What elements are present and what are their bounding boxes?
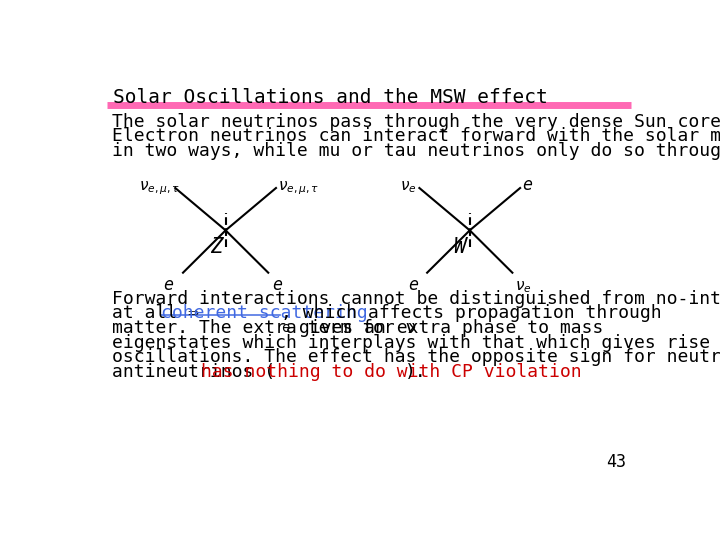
- Text: , which affects propagation through: , which affects propagation through: [282, 304, 662, 322]
- Text: in two ways, while mu or tau neutrinos only do so through NC.: in two ways, while mu or tau neutrinos o…: [112, 142, 720, 160]
- Text: Electron neutrinos can interact forward with the solar matter: Electron neutrinos can interact forward …: [112, 127, 720, 145]
- Text: has nothing to do with CP violation: has nothing to do with CP violation: [201, 363, 582, 381]
- Text: Z: Z: [210, 237, 222, 256]
- Text: matter. The extra term for ν: matter. The extra term for ν: [112, 319, 416, 337]
- Text: e: e: [523, 176, 533, 194]
- Text: ).: ).: [405, 363, 426, 381]
- Text: Forward interactions cannot be distinguished from no-interaction: Forward interactions cannot be distingui…: [112, 289, 720, 308]
- Text: antineutrinos (: antineutrinos (: [112, 363, 275, 381]
- Text: Solar Oscillations and the MSW effect: Solar Oscillations and the MSW effect: [113, 88, 548, 107]
- Text: $\nu_{e,\mu,\tau}$: $\nu_{e,\mu,\tau}$: [139, 179, 180, 197]
- Text: $\nu_{e}$: $\nu_{e}$: [515, 279, 531, 295]
- Text: e: e: [272, 276, 282, 294]
- Text: e: e: [163, 276, 174, 294]
- Text: oscillations. The effect has the opposite sign for neutrinos and: oscillations. The effect has the opposit…: [112, 348, 720, 366]
- Text: 43: 43: [606, 454, 626, 471]
- Text: W: W: [453, 237, 465, 256]
- Text: gives an extra phase to mass: gives an extra phase to mass: [289, 319, 604, 337]
- Text: $\nu_{e,\mu,\tau}$: $\nu_{e,\mu,\tau}$: [279, 179, 320, 197]
- Text: The solar neutrinos pass through the very dense Sun core.: The solar neutrinos pass through the ver…: [112, 112, 720, 131]
- Text: eigenstates which interplays with that which gives rise to: eigenstates which interplays with that w…: [112, 334, 720, 352]
- Text: $\nu_{e}$: $\nu_{e}$: [400, 179, 417, 195]
- Text: e: e: [408, 276, 418, 294]
- Text: e: e: [281, 321, 289, 335]
- Text: at all ⇒: at all ⇒: [112, 304, 210, 322]
- Text: coherent scattering: coherent scattering: [161, 304, 368, 322]
